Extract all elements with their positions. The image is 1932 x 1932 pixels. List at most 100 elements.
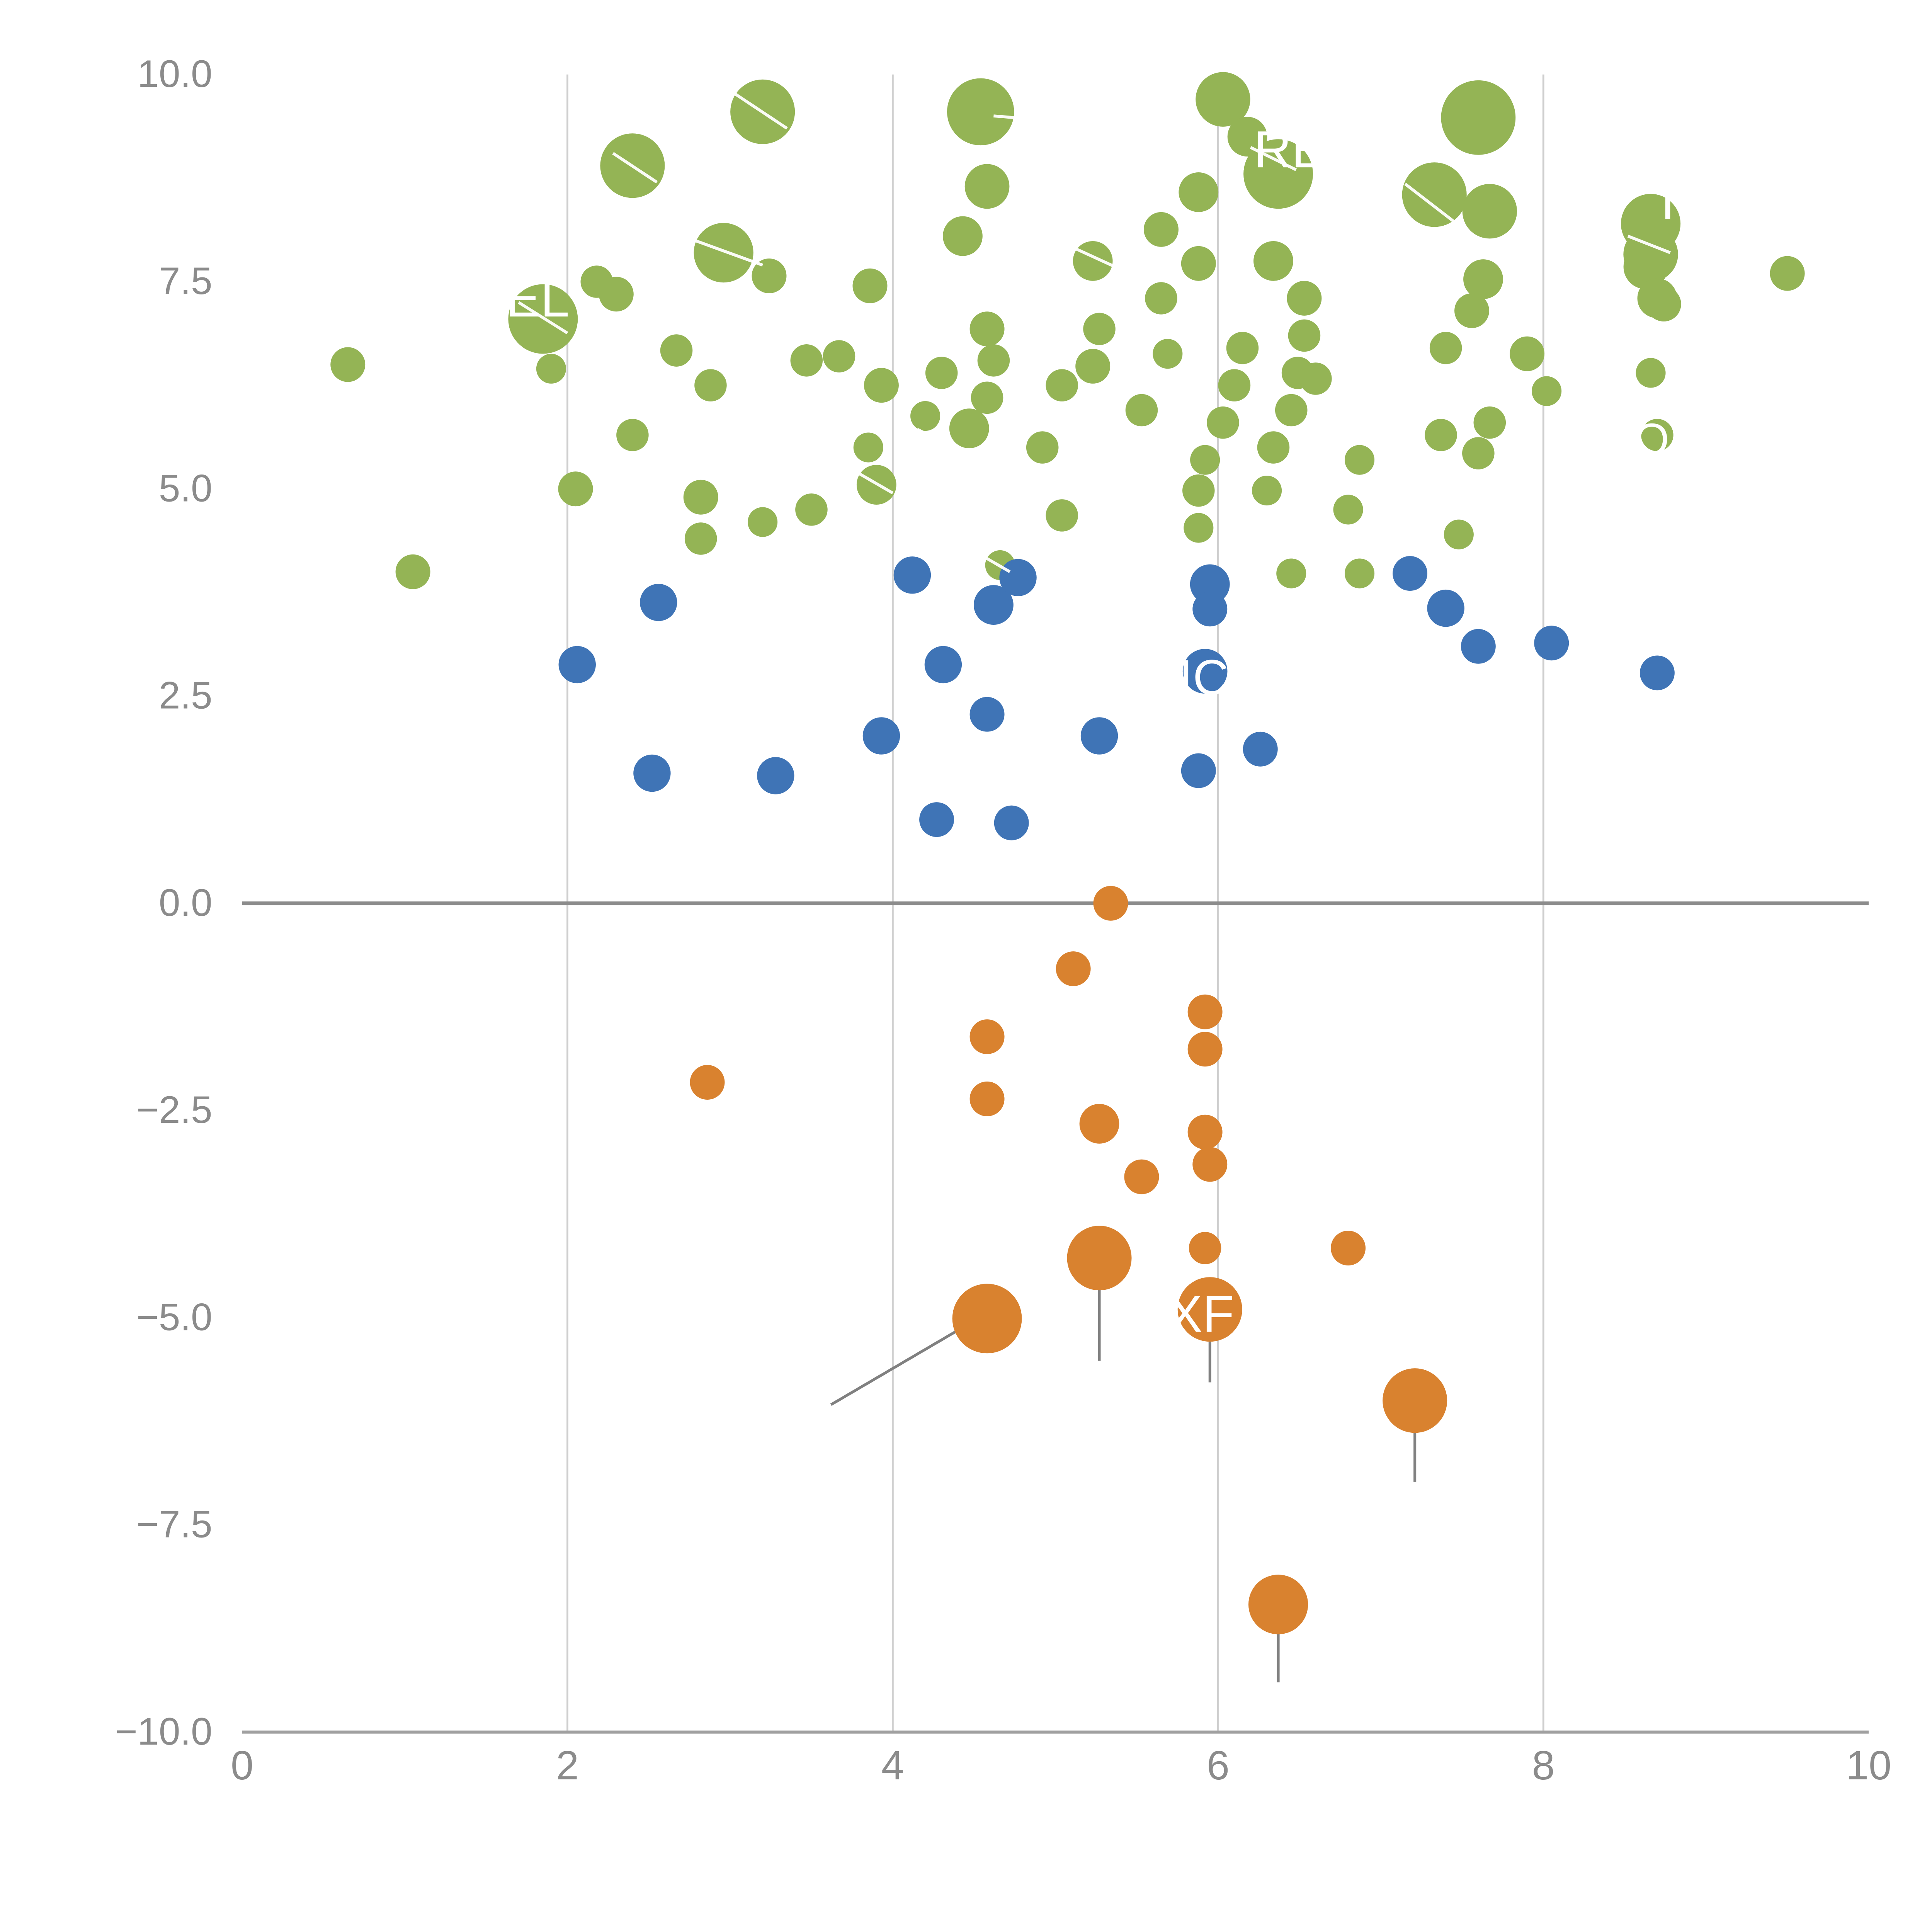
data-point-blue: [969, 697, 1005, 732]
y-tick-label: −2.5: [136, 1088, 213, 1131]
data-point-green: [1636, 358, 1666, 388]
data-point-green: [1145, 282, 1177, 315]
data-point-green: [1184, 513, 1214, 543]
x-tick-label: 10: [1846, 1743, 1891, 1788]
data-point-green: [1532, 376, 1562, 406]
data-point-green: [1463, 259, 1503, 299]
data-point-green: [1153, 339, 1183, 369]
data-point-orange: [969, 1019, 1005, 1054]
data-point-green: [1770, 256, 1805, 291]
label-leader-line-white: [973, 549, 1011, 573]
y-tick-label: 5.0: [159, 467, 212, 510]
data-point-green: [1623, 227, 1678, 282]
data-point-orange: [1187, 1032, 1223, 1067]
data-point-orange: [1124, 1159, 1159, 1194]
data-point-blue: [893, 556, 931, 594]
data-point-green: [1276, 558, 1306, 588]
data-point-blue: [1080, 717, 1118, 755]
data-point-orange: [1067, 1226, 1132, 1291]
label-leader-line-white: [1627, 235, 1671, 254]
data-point-green: [1344, 445, 1375, 475]
data-point-orange: [1192, 1147, 1228, 1182]
label-leader-line-white: [1250, 146, 1297, 171]
data-point-green: [1026, 431, 1059, 464]
bubble-label: IC: [1179, 650, 1229, 705]
data-point-orange: [1331, 1231, 1366, 1265]
data-point-green: [1462, 184, 1517, 239]
data-point-green: [1190, 445, 1220, 475]
data-point-green: [943, 216, 983, 256]
data-point-blue: [1534, 626, 1569, 661]
y-tick-label: 2.5: [159, 674, 212, 717]
data-point-green: [1275, 394, 1308, 427]
data-point-green: [1226, 332, 1259, 364]
data-point-green: [1143, 212, 1179, 247]
bubble-label: O: [1634, 414, 1669, 464]
x-tick-label: 8: [1532, 1743, 1555, 1788]
label-leader-line-white: [732, 91, 788, 130]
data-point-green: [1344, 558, 1375, 588]
data-point-green: [969, 311, 1005, 347]
data-point-green: [1083, 313, 1116, 345]
data-point-orange: [1187, 994, 1223, 1029]
data-point-green: [1462, 437, 1495, 469]
data-point-blue: [1182, 649, 1228, 694]
data-point-green: [823, 340, 855, 372]
data-point-green: [1196, 72, 1250, 127]
label-leader-line-white: [1071, 245, 1121, 271]
data-point-green: [1207, 406, 1239, 439]
data-point-green: [1299, 362, 1332, 395]
data-point-green: [536, 354, 566, 384]
data-point-blue: [1427, 589, 1464, 627]
data-point-blue: [640, 583, 677, 621]
bubble-label: IC: [1660, 172, 1713, 230]
data-point-green: [694, 223, 753, 283]
data-point-orange: [1093, 886, 1128, 921]
data-point-green: [1046, 369, 1078, 401]
x-tick-label: 2: [556, 1743, 579, 1788]
data-point-blue: [1393, 556, 1428, 591]
data-point-green: [1125, 394, 1158, 427]
y-tick-label: 0.0: [159, 881, 212, 924]
data-point-green: [1441, 80, 1516, 155]
data-point-green: [1075, 349, 1111, 384]
data-point-green: [1218, 369, 1251, 401]
data-point-orange: [1079, 1104, 1119, 1144]
data-point-blue: [1461, 629, 1496, 664]
data-point-green: [949, 408, 989, 449]
data-point-green: [395, 554, 430, 589]
data-point-green: [684, 522, 717, 555]
bubble-label: XF: [1168, 1285, 1234, 1343]
data-point-green: [1257, 431, 1290, 464]
data-point-blue: [973, 585, 1014, 625]
data-point-green: [1444, 519, 1474, 549]
data-point-green: [1288, 319, 1321, 352]
data-point-green: [558, 471, 593, 507]
data-point-green: [599, 277, 634, 312]
data-point-green: [977, 344, 1010, 377]
data-point-blue: [994, 805, 1029, 840]
data-point-blue: [1181, 753, 1216, 788]
label-leader-line-white: [694, 239, 763, 267]
data-point-blue: [862, 717, 900, 755]
data-point-green: [1182, 474, 1215, 507]
label-leader-line-white: [916, 428, 962, 453]
data-point-blue: [1243, 731, 1278, 767]
data-point-green: [1243, 139, 1313, 209]
data-point-green: [925, 357, 958, 389]
data-point-green: [1402, 162, 1467, 227]
label-leader-line-white: [993, 114, 1075, 124]
data-point-green: [790, 344, 823, 377]
bubble-label: RE: [1254, 120, 1326, 179]
y-tick-label: 7.5: [159, 260, 212, 303]
data-point-blue: [633, 754, 671, 792]
data-point-green: [795, 493, 828, 526]
label-leader-line-white: [518, 301, 568, 335]
data-point-green: [1252, 475, 1282, 506]
data-point-green: [853, 432, 883, 463]
y-tick-label: −10.0: [115, 1710, 212, 1753]
data-point-orange: [690, 1065, 725, 1100]
data-point-green: [964, 164, 1010, 209]
